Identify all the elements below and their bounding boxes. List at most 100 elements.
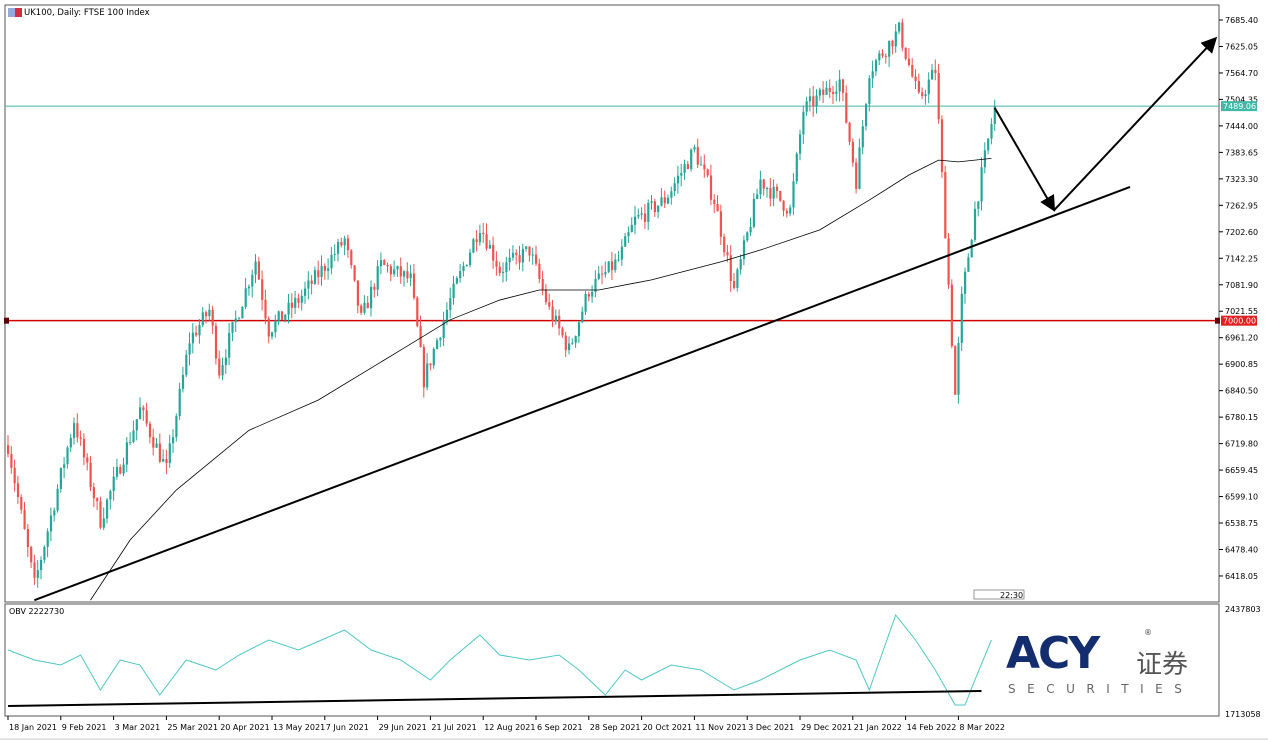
candle-body [548, 302, 551, 307]
candle-body [455, 278, 458, 284]
candle-body [680, 172, 683, 176]
candle-body [835, 91, 838, 94]
candle-body [152, 437, 155, 448]
candle-body [376, 266, 379, 290]
x-tick-label: 21 Jul 2021 [431, 723, 476, 732]
candle-body [221, 364, 224, 376]
candle-body [845, 92, 848, 123]
x-tick-label: 29 Jun 2021 [379, 723, 427, 732]
y-tick-label: 7323.30 [1225, 175, 1258, 184]
candle-body [201, 312, 204, 326]
candle-body [505, 262, 508, 272]
candle-body [162, 459, 165, 462]
candle-body [442, 320, 445, 338]
candle-body [307, 280, 310, 289]
candle-body [502, 271, 505, 273]
candle-body [812, 96, 815, 107]
line-handle [1215, 317, 1220, 324]
price-panel-frame [4, 4, 1220, 603]
candle-body [690, 149, 693, 169]
candle-body [488, 244, 491, 249]
candle-body [825, 87, 828, 95]
candle-body [964, 271, 967, 294]
candle-body [409, 273, 412, 279]
candle-body [531, 254, 534, 256]
candle-body [350, 250, 353, 266]
logo-brand: ACY [1006, 628, 1100, 679]
candle-body [449, 298, 452, 310]
candle-body [706, 169, 709, 176]
corner-box [973, 589, 1025, 600]
candle-body [492, 244, 495, 261]
candle-body [914, 76, 917, 82]
candle-body [485, 234, 488, 249]
candle-body [742, 240, 746, 260]
candle-body [990, 123, 993, 139]
candle-body [762, 179, 765, 189]
candle-body [158, 443, 161, 462]
candle-body [432, 348, 435, 366]
candle-body [871, 71, 874, 79]
candle-body [805, 101, 808, 112]
candle-body [558, 315, 561, 329]
candle-body [234, 318, 237, 323]
candle-body [181, 374, 185, 389]
candle-body [148, 423, 152, 438]
candle-body [198, 325, 201, 336]
candle-body [287, 302, 290, 315]
candle-body [129, 441, 132, 443]
candle-body [53, 510, 56, 516]
candle-body [165, 459, 168, 464]
y-tick-label: 6538.75 [1225, 519, 1258, 528]
candle-body [247, 286, 251, 289]
candle-body [33, 562, 36, 578]
candle-body [980, 167, 983, 202]
candle-body [858, 147, 861, 189]
candle-body [49, 515, 53, 532]
candle-body [515, 252, 518, 256]
x-tick-label: 9 Feb 2021 [62, 723, 107, 732]
candle-body [703, 164, 706, 170]
candle-body [729, 255, 732, 282]
y-tick-label: 6418.05 [1225, 572, 1258, 581]
candle-body [653, 201, 656, 213]
candle-body [389, 266, 392, 275]
candle-body [379, 260, 383, 267]
candle-body [346, 238, 350, 251]
candle-body [310, 280, 313, 284]
candle-body [700, 164, 703, 166]
candle-body [155, 443, 158, 448]
candle-body [571, 342, 574, 344]
candle-body [145, 410, 148, 424]
candle-body [168, 443, 171, 464]
candle-body [709, 175, 713, 200]
candle-body [696, 147, 699, 165]
candle-body [967, 257, 970, 272]
candle-body [508, 257, 511, 263]
candle-body [907, 58, 911, 65]
candle-body [577, 322, 581, 337]
candle-body [290, 302, 293, 308]
y-tick-label: 7202.60 [1225, 228, 1258, 237]
candle-body [56, 488, 59, 511]
candle-body [977, 201, 980, 209]
candle-body [399, 266, 402, 277]
candle-body [16, 483, 20, 497]
y-tick-label: 6659.45 [1225, 466, 1258, 475]
candle-body [403, 271, 406, 277]
candle-body [69, 437, 72, 448]
candle-body [99, 501, 102, 528]
candle-body [300, 295, 303, 303]
candle-body [366, 302, 369, 309]
candle-body [917, 81, 920, 93]
candle-body [568, 343, 571, 351]
candle-body [950, 284, 953, 347]
candle-body [521, 248, 524, 263]
obv-tick-label: 1713058 [1225, 710, 1261, 719]
candle-body [482, 233, 485, 235]
candle-body [422, 347, 425, 388]
candle-body [832, 91, 835, 94]
candle-body [934, 69, 937, 73]
candle-body [30, 546, 33, 563]
